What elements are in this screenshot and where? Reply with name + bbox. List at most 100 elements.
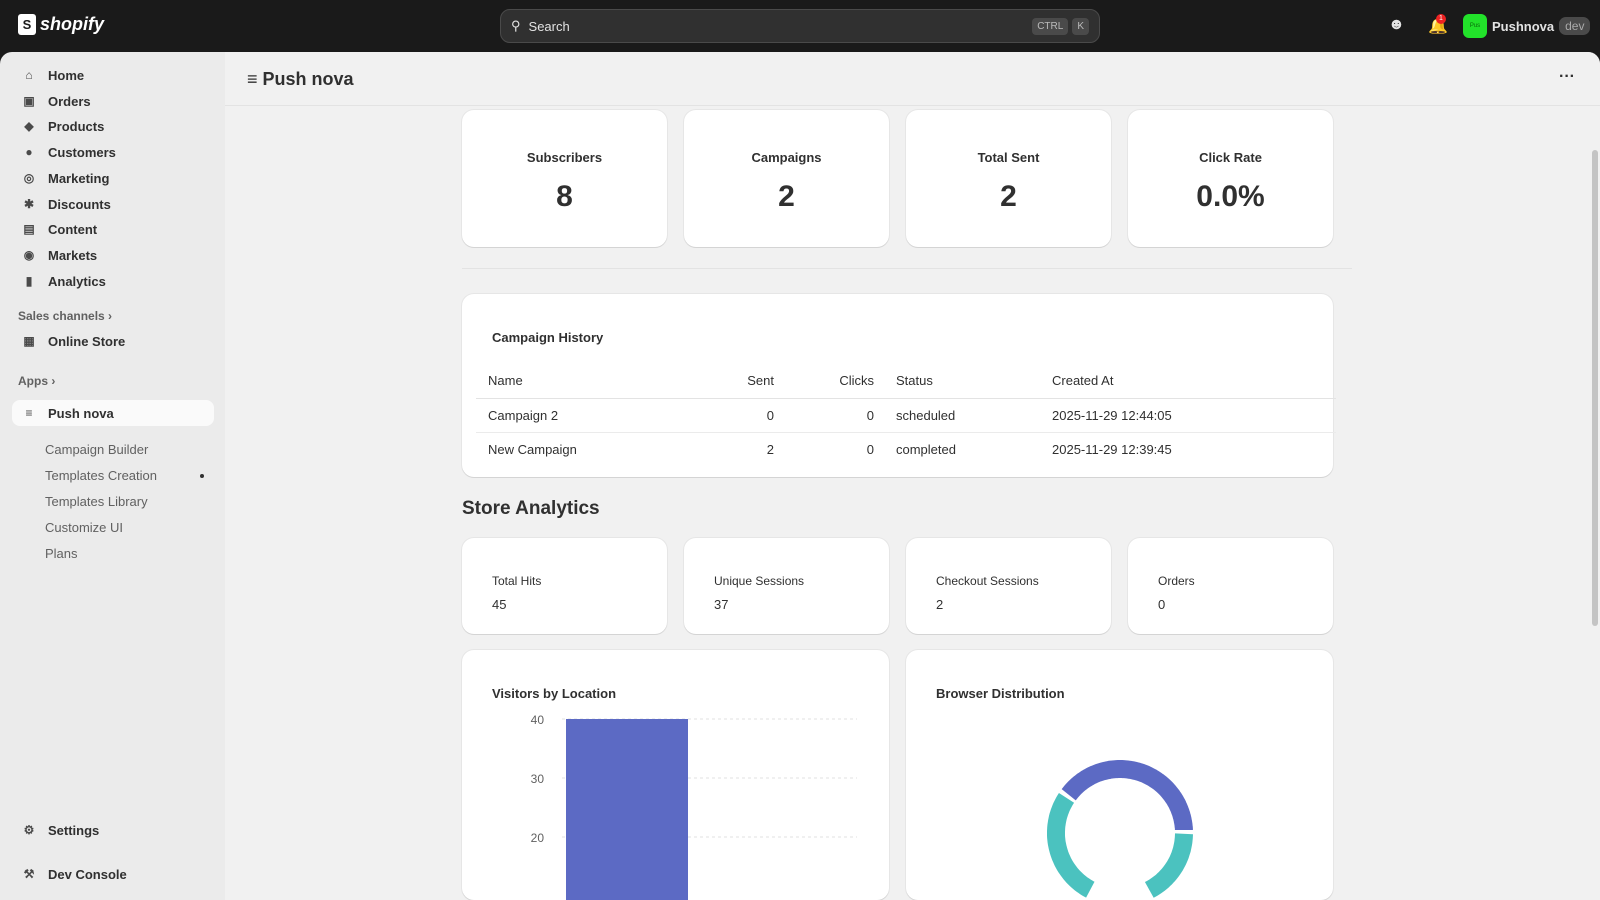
avatar[interactable]: Pus <box>1463 14 1487 38</box>
col-status: Status <box>886 364 1040 399</box>
sidebar-subitem-templates-creation[interactable]: Templates Creation <box>45 468 157 483</box>
stat-value: 2 <box>1000 180 1017 213</box>
sidebar-item-push-nova[interactable]: ≡ Push nova <box>12 400 214 426</box>
stat-value: 2 <box>778 180 795 213</box>
sidebar-item-settings[interactable]: ⚙ Settings <box>12 817 214 843</box>
scrollbar[interactable] <box>1592 150 1598 626</box>
page-title-text: Push nova <box>262 69 354 89</box>
col-sent: Sent <box>726 364 786 399</box>
shortcut-hint: CTRL K <box>1032 17 1089 35</box>
metric-card-unique-sessions: Unique Sessions 37 <box>684 538 889 634</box>
donut-chart <box>1047 760 1193 898</box>
sidebar-subitem-plans[interactable]: Plans <box>45 546 78 561</box>
sidebar-item-content[interactable]: ▤ Content <box>12 216 214 242</box>
sidebar-item-orders[interactable]: ▣ Orders <box>12 88 214 114</box>
stat-label: Campaigns <box>751 150 822 165</box>
bar-chart: 40 30 20 <box>531 713 857 900</box>
label: Products <box>48 118 105 134</box>
metric-label: Unique Sessions <box>714 574 805 588</box>
more-actions-icon[interactable]: ··· <box>1559 68 1575 85</box>
sidebar-item-marketing[interactable]: ◎ Marketing <box>12 165 214 191</box>
label: Online Store <box>48 333 126 349</box>
label: Customers <box>48 144 116 160</box>
store-menu[interactable]: Pus Pushnova dev <box>1463 14 1591 38</box>
store-icon: ▦ <box>23 334 35 348</box>
image-icon: ▤ <box>23 222 35 236</box>
gear-icon: ⚙ <box>23 823 35 837</box>
main-content: ≡ Push nova ··· Subscribers 8 Campaigns 2 … <box>225 52 1600 900</box>
metric-label: Orders <box>1158 574 1195 588</box>
label: Orders <box>48 93 91 109</box>
stat-label: Total Sent <box>977 150 1040 165</box>
brand-name: shopify <box>40 14 105 34</box>
cell-name: New Campaign <box>488 441 577 457</box>
card-title: Campaign History <box>492 330 604 345</box>
metric-card-checkout-sessions: Checkout Sessions 2 <box>906 538 1111 634</box>
stat-card-click-rate: Click Rate 0.0% <box>1128 110 1333 247</box>
col-name: Name <box>476 364 726 399</box>
cell-clicks: 0 <box>866 441 874 457</box>
cell-clicks: 0 <box>786 398 886 433</box>
label: Marketing <box>48 170 110 186</box>
sidebar-subitem-campaign-builder[interactable]: Campaign Builder <box>45 442 149 457</box>
sidebar-item-markets[interactable]: ◉ Markets <box>12 242 214 268</box>
shopify-bag-icon: S <box>18 14 36 35</box>
metric-label: Total Hits <box>492 574 542 588</box>
cell-created-at: 2025-11-29 12:44:05 <box>1040 398 1336 433</box>
stat-card-total-sent: Total Sent 2 <box>906 110 1111 247</box>
metric-value: 45 <box>492 597 507 612</box>
sidebar: ⌂ Home ▣ Orders ◆ Products ● Customers ◎ Mark… <box>0 52 225 900</box>
push-nova-icon: ≡ <box>25 406 33 420</box>
sidebar-item-products[interactable]: ◆ Products <box>12 113 214 139</box>
sidebar-item-customers[interactable]: ● Customers <box>12 139 214 165</box>
sidebar-item-discounts[interactable]: ✱ Discounts <box>12 191 214 217</box>
campaign-history-card: Campaign History Name Sent Clicks Status… <box>462 294 1336 477</box>
page-title: ≡ Push nova <box>247 69 354 89</box>
discount-icon: ✱ <box>23 197 35 211</box>
sidebar-item-home[interactable]: ⌂ Home <box>12 62 214 88</box>
col-clicks: Clicks <box>786 364 886 399</box>
label: Markets <box>48 247 98 263</box>
search-placeholder: Search <box>528 18 570 34</box>
cell-status: completed <box>896 441 956 457</box>
label: Discounts <box>48 196 111 212</box>
cell-sent: 0 <box>726 398 786 433</box>
sidebar-item-online-store[interactable]: ▦ Online Store <box>12 328 214 354</box>
sidebar-item-analytics[interactable]: ▮ Analytics <box>12 268 214 294</box>
label: Home <box>48 67 85 83</box>
sidebar-subitem-customize-ui[interactable]: Customize UI <box>45 520 124 535</box>
stat-value: 8 <box>556 180 573 213</box>
stat-card-campaigns: Campaigns 2 <box>684 110 889 247</box>
stat-card-subscribers: Subscribers 8 <box>462 110 667 247</box>
donut-slice <box>1061 760 1193 830</box>
search-input[interactable]: ⚲ Search CTRL K <box>500 9 1100 43</box>
table-header: Name Sent Clicks Status Created At <box>476 364 1336 399</box>
y-tick-label: 30 <box>531 772 545 786</box>
tag-icon: ◆ <box>24 119 34 133</box>
sidebar-subitem-templates-library[interactable]: Templates Library <box>45 494 148 509</box>
pin-dot-icon[interactable] <box>200 474 204 478</box>
metric-value: 0 <box>1158 597 1166 612</box>
table-row[interactable]: New Campaign 2 0 completed 2025-11-29 12:39:… <box>476 432 1336 466</box>
sidebar-item-dev-console[interactable]: ⚒ Dev Console <box>12 861 214 887</box>
store-name[interactable]: Pushnova <box>1492 18 1555 34</box>
chart-title: Visitors by Location <box>492 686 617 701</box>
y-tick-label: 40 <box>531 713 545 727</box>
apps-heading[interactable]: Apps › <box>18 374 56 388</box>
label: Push nova <box>48 405 114 421</box>
target-icon: ◎ <box>23 171 35 185</box>
cell-created-at: 2025-11-29 12:39:45 <box>1052 441 1172 457</box>
label: Sales channels <box>18 309 105 323</box>
stat-value: 0.0% <box>1196 180 1265 213</box>
y-tick-label: 20 <box>531 831 545 845</box>
label: Settings <box>48 822 100 838</box>
person-icon: ● <box>25 145 33 159</box>
sidekick-icon[interactable]: ☻ <box>1388 16 1405 33</box>
section-title-store-analytics: Store Analytics <box>462 498 600 519</box>
sales-channels-heading[interactable]: Sales channels › <box>18 309 113 323</box>
notification-badge: 1 <box>1436 14 1446 24</box>
divider <box>462 268 1352 269</box>
table-row[interactable]: Campaign 2 0 0 scheduled 2025-11-29 12:44:05 <box>476 398 1336 433</box>
